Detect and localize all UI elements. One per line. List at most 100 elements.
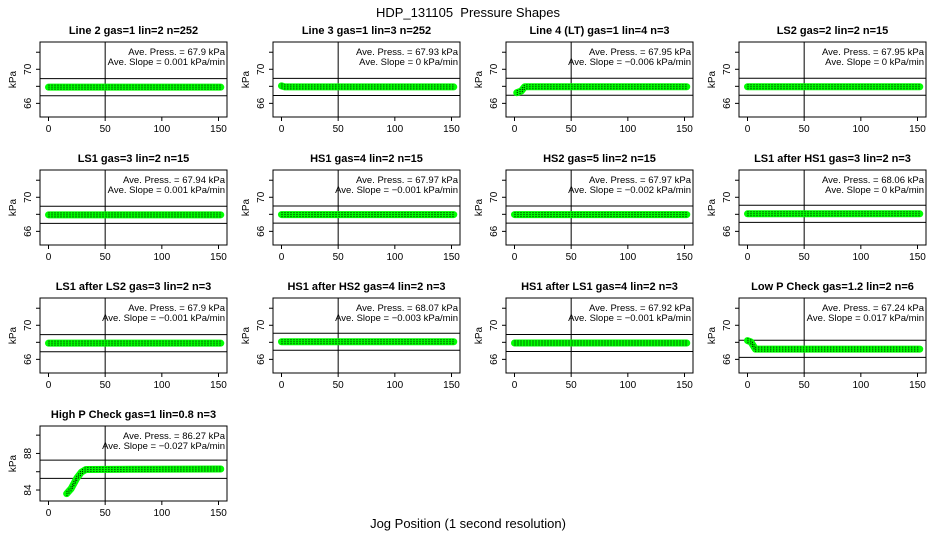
- annotation-ave-press: Ave. Press. = 67.97 kPa: [356, 175, 459, 186]
- x-tick-label: 0: [46, 252, 52, 263]
- subplot-canvas: LS1 gas=3 lin=2 n=15 66 70 kPa 0 50 100 150 Ave.…: [8, 153, 228, 263]
- subplot: LS1 after HS1 gas=3 lin=2 n=3 66 70 kPa 0 50 1…: [701, 148, 934, 276]
- plot-box: [39, 41, 228, 118]
- data-band: [744, 337, 924, 353]
- subplot-title: HS1 gas=4 lin=2 n=15: [310, 153, 423, 165]
- annotation-ave-slope: Ave. Slope = −0.027 kPa/min: [102, 441, 225, 452]
- y-tick-label: 66: [489, 97, 500, 109]
- x-tick-label: 0: [46, 508, 52, 519]
- x-tick-label: 100: [852, 380, 869, 391]
- subplot-title: LS1 after HS1 gas=3 lin=2 n=3: [754, 153, 911, 165]
- x-tick-label: 50: [799, 252, 811, 263]
- x-tick-label: 100: [619, 252, 636, 263]
- y-tick-label: 70: [722, 63, 733, 75]
- x-tick-label: 100: [386, 124, 403, 135]
- y-axis-title: kPa: [8, 198, 19, 216]
- x-tick-label: 150: [676, 380, 693, 391]
- y-tick-label: 66: [722, 225, 733, 237]
- plot-box: [738, 297, 927, 374]
- annotation-ave-press: Ave. Press. = 67.97 kPa: [589, 175, 692, 186]
- x-tick-label: 0: [46, 380, 52, 391]
- y-tick-label: 70: [489, 319, 500, 331]
- x-tick-label: 150: [909, 380, 926, 391]
- x-tick-label: 0: [512, 380, 518, 391]
- subplot: LS2 gas=2 lin=2 n=15 66 70 kPa 0 50 100 150 Ave.…: [701, 20, 934, 148]
- subplot-title: HS1 after LS1 gas=4 lin=2 n=3: [521, 281, 678, 293]
- y-tick-label: 66: [256, 225, 267, 237]
- x-tick-label: 150: [210, 252, 227, 263]
- y-axis-title: kPa: [8, 70, 19, 88]
- x-tick-label: 0: [279, 124, 285, 135]
- annotation-ave-press: Ave. Press. = 86.27 kPa: [123, 431, 226, 442]
- y-axis-title: kPa: [474, 70, 485, 88]
- y-tick-label: 70: [256, 319, 267, 331]
- x-tick-label: 0: [279, 380, 285, 391]
- annotation-ave-slope: Ave. Slope = 0.001 kPa/min: [108, 57, 225, 68]
- annotation-ave-slope: Ave. Slope = −0.006 kPa/min: [568, 57, 691, 68]
- x-tick-label: 150: [909, 252, 926, 263]
- annotation-ave-slope: Ave. Slope = 0 kPa/min: [359, 57, 458, 68]
- plot-box: [272, 169, 461, 246]
- subplot-title: High P Check gas=1 lin=0.8 n=3: [51, 409, 216, 421]
- x-tick-label: 150: [443, 380, 460, 391]
- y-tick-label: 70: [256, 191, 267, 203]
- subplot-title: Low P Check gas=1.2 lin=2 n=6: [751, 281, 914, 293]
- x-tick-label: 100: [153, 124, 170, 135]
- plots-grid: Line 2 gas=1 lin=2 n=252 66 70 kPa 0 50 100 150…: [2, 20, 934, 532]
- subplot-title: Line 4 (LT) gas=1 lin=4 n=3: [529, 25, 669, 37]
- x-tick-label: 0: [512, 252, 518, 263]
- subplot: HS2 gas=5 lin=2 n=15 66 70 kPa 0 50 100 150 Ave.…: [468, 148, 701, 276]
- annotation-ave-press: Ave. Press. = 67.92 kPa: [589, 303, 692, 314]
- annotation-ave-slope: Ave. Slope = −0.001 kPa/min: [335, 185, 458, 196]
- plot-box: [738, 41, 927, 118]
- subplot-canvas: LS1 after HS1 gas=3 lin=2 n=3 66 70 kPa 0 50 1…: [707, 153, 927, 263]
- subplot-canvas: Line 3 gas=1 lin=3 n=252 66 70 kPa 0 50 100 150…: [241, 25, 461, 135]
- y-tick-label: 70: [256, 63, 267, 75]
- plot-box: [39, 169, 228, 246]
- annotation-ave-press: Ave. Press. = 67.9 kPa: [128, 303, 225, 314]
- subplot: LS1 gas=3 lin=2 n=15 66 70 kPa 0 50 100 150 Ave.…: [2, 148, 235, 276]
- x-tick-label: 50: [333, 124, 345, 135]
- subplot-canvas: HS1 gas=4 lin=2 n=15 66 70 kPa 0 50 100 150 Ave.…: [241, 153, 461, 263]
- x-tick-label: 0: [745, 380, 751, 391]
- annotation-ave-press: Ave. Press. = 68.06 kPa: [822, 175, 925, 186]
- y-tick-label: 70: [722, 191, 733, 203]
- annotation-ave-press: Ave. Press. = 68.07 kPa: [356, 303, 459, 314]
- y-axis-title: kPa: [241, 198, 252, 216]
- annotation-ave-slope: Ave. Slope = 0.001 kPa/min: [108, 185, 225, 196]
- x-tick-label: 50: [100, 380, 112, 391]
- y-axis-title: kPa: [241, 70, 252, 88]
- x-tick-label: 100: [153, 508, 170, 519]
- y-tick-label: 70: [489, 191, 500, 203]
- x-tick-label: 50: [566, 252, 578, 263]
- plot-box: [272, 297, 461, 374]
- annotation-ave-press: Ave. Press. = 67.9 kPa: [128, 47, 225, 58]
- plot-box: [738, 169, 927, 246]
- x-tick-label: 150: [210, 380, 227, 391]
- y-tick-label: 88: [23, 447, 34, 459]
- subplot: LS1 after LS2 gas=3 lin=2 n=3 66 70 kPa 0 50 1…: [2, 276, 235, 404]
- annotation-ave-slope: Ave. Slope = −0.001 kPa/min: [568, 313, 691, 324]
- y-tick-label: 70: [489, 63, 500, 75]
- plot-box: [505, 169, 694, 246]
- x-tick-label: 0: [745, 124, 751, 135]
- plot-box: [39, 297, 228, 374]
- plot-box: [505, 297, 694, 374]
- annotation-ave-slope: Ave. Slope = −0.002 kPa/min: [568, 185, 691, 196]
- subplot-canvas: High P Check gas=1 lin=0.8 n=3 84 88 kPa 0 50…: [8, 409, 228, 519]
- annotation-ave-press: Ave. Press. = 67.24 kPa: [822, 303, 925, 314]
- annotation-ave-slope: Ave. Slope = 0 kPa/min: [825, 57, 924, 68]
- subplot-title: HS2 gas=5 lin=2 n=15: [543, 153, 656, 165]
- y-tick-label: 66: [489, 353, 500, 365]
- x-tick-label: 150: [210, 508, 227, 519]
- subplot: High P Check gas=1 lin=0.8 n=3 84 88 kPa 0 50…: [2, 404, 235, 532]
- x-tick-label: 150: [443, 252, 460, 263]
- y-tick-label: 70: [23, 63, 34, 75]
- x-tick-label: 100: [852, 124, 869, 135]
- data-band: [278, 82, 458, 91]
- y-axis-title: kPa: [707, 326, 718, 344]
- subplot-canvas: HS2 gas=5 lin=2 n=15 66 70 kPa 0 50 100 150 Ave.…: [474, 153, 694, 263]
- y-tick-label: 66: [722, 353, 733, 365]
- annotation-ave-slope: Ave. Slope = 0 kPa/min: [825, 185, 924, 196]
